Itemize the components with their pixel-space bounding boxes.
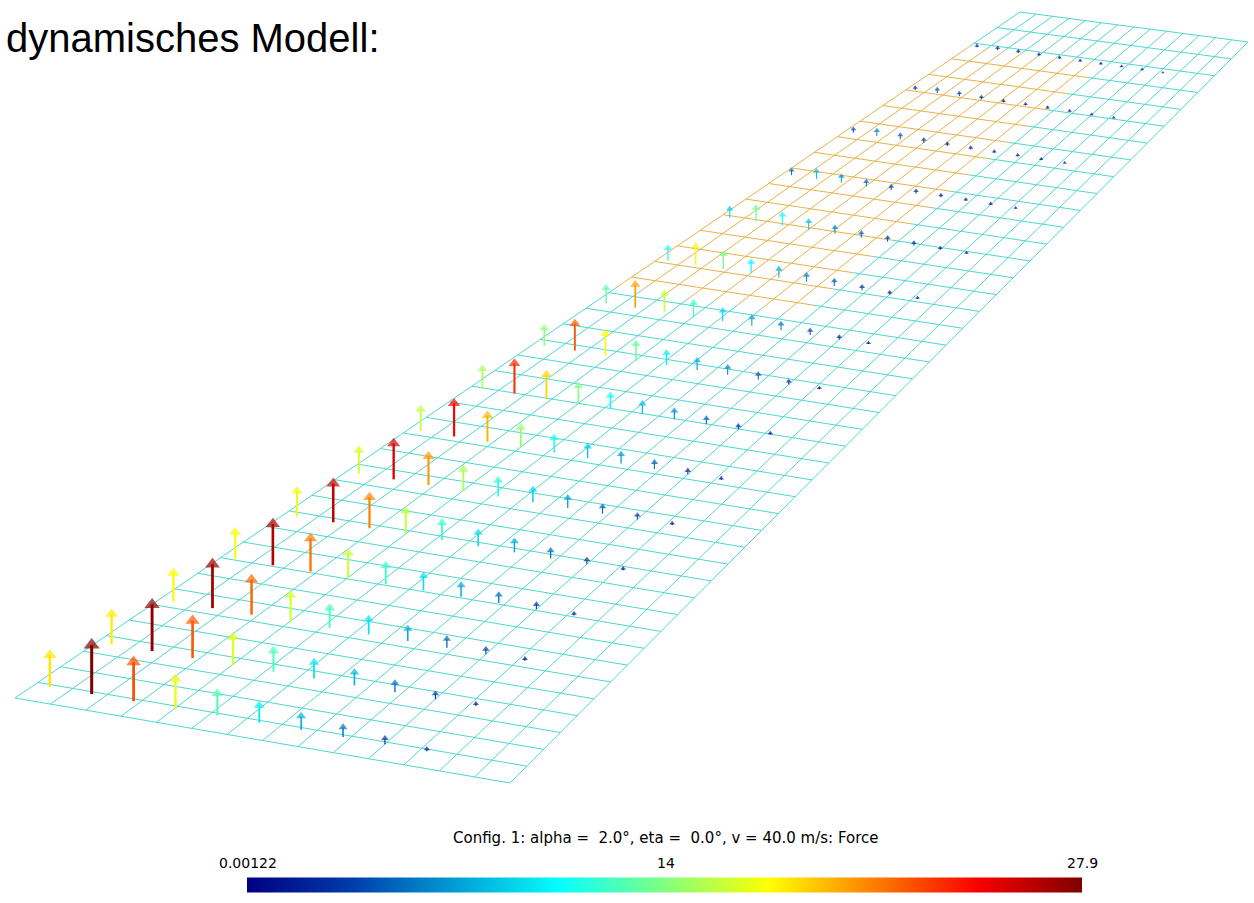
svg-text:27.9: 27.9 <box>1067 855 1098 871</box>
svg-text:dynamisches Modell:: dynamisches Modell: <box>6 16 380 60</box>
svg-text:0.00122: 0.00122 <box>219 855 277 871</box>
svg-text:14: 14 <box>657 855 675 871</box>
svg-text:Config. 1: alpha = 2.0°, eta: Config. 1: alpha = 2.0°, eta = 0.0°, v =… <box>453 829 878 847</box>
